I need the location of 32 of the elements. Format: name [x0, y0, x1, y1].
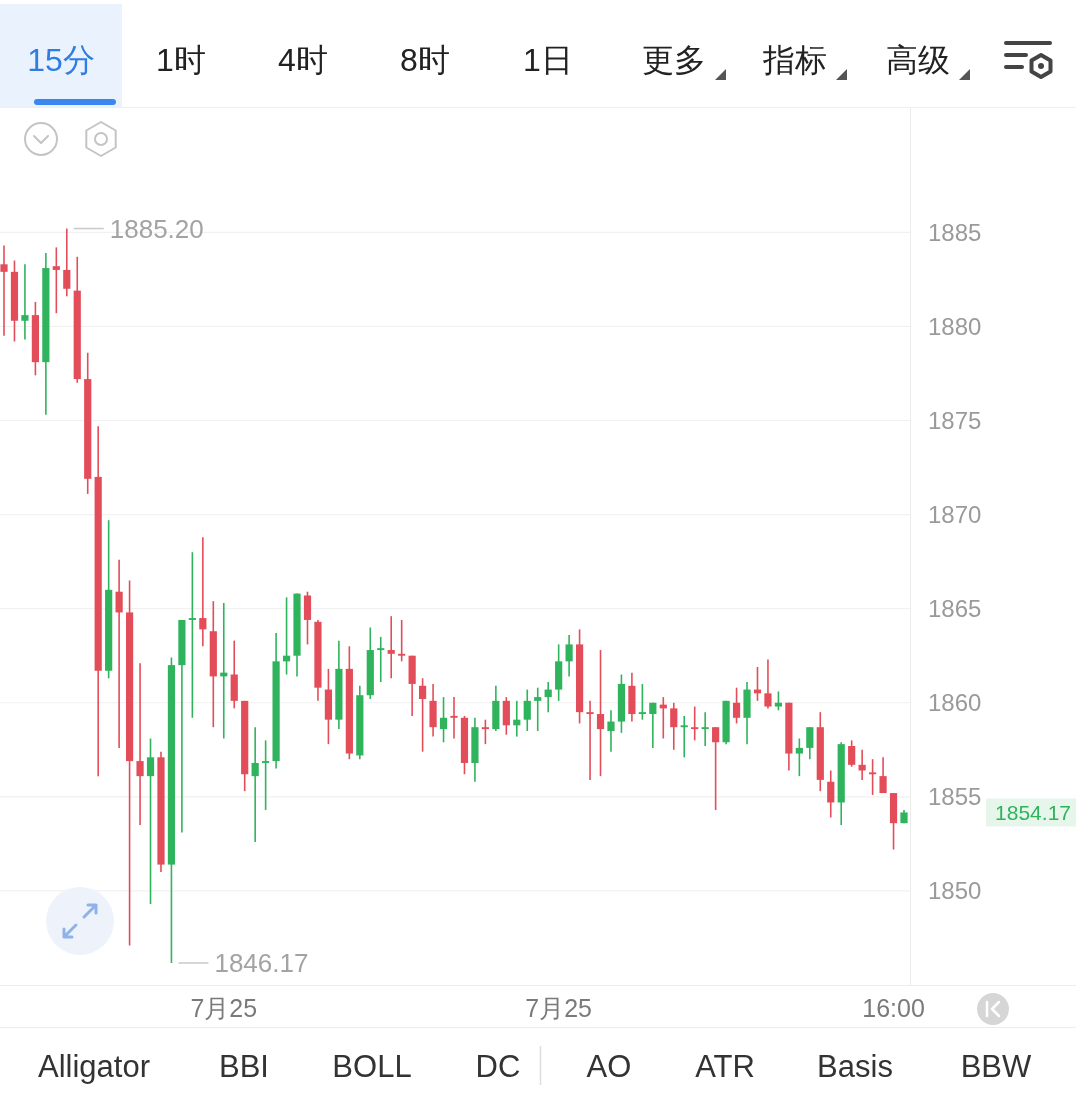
- text: 8时: [400, 42, 450, 78]
- text: BOLL: [332, 1048, 412, 1084]
- annotation: 1846.17: [214, 947, 309, 978]
- y-tick-label: 1875: [928, 406, 982, 434]
- text: BBW: [960, 1048, 1033, 1084]
- y-tick-label: 1860: [928, 689, 982, 717]
- y-tick-label: 1880: [928, 312, 982, 340]
- note-lowest: 1846.17: [177, 948, 309, 978]
- y-tick-label: 1885: [928, 218, 982, 246]
- text: 指标: [762, 42, 827, 78]
- text: DC: [475, 1048, 521, 1084]
- text: AO: [586, 1048, 632, 1084]
- text: 高级: [886, 42, 950, 78]
- text: ATR: [695, 1048, 755, 1084]
- annotation: 1885.20: [109, 213, 204, 244]
- text: 更多: [642, 42, 706, 78]
- x-tick-label: 7月25: [190, 994, 258, 1022]
- x-tick-label: 7月25: [525, 994, 593, 1022]
- last-price: 1854.17: [986, 798, 1076, 827]
- text: 4时: [278, 42, 328, 78]
- y-tick-label: 1870: [928, 501, 982, 529]
- x-tick-label: 16:00: [862, 994, 925, 1022]
- text: Alligator: [38, 1048, 150, 1084]
- text: 1时: [156, 42, 206, 78]
- text: 15分: [27, 42, 95, 78]
- text: 1日: [523, 42, 573, 78]
- text: Basis: [817, 1048, 893, 1084]
- text: BBI: [219, 1048, 269, 1084]
- y-tick-label: 1855: [928, 783, 982, 811]
- note-highest: 1885.20: [73, 213, 204, 244]
- y-tick-label: 1850: [928, 877, 982, 905]
- y-tick-label: 1865: [928, 595, 982, 623]
